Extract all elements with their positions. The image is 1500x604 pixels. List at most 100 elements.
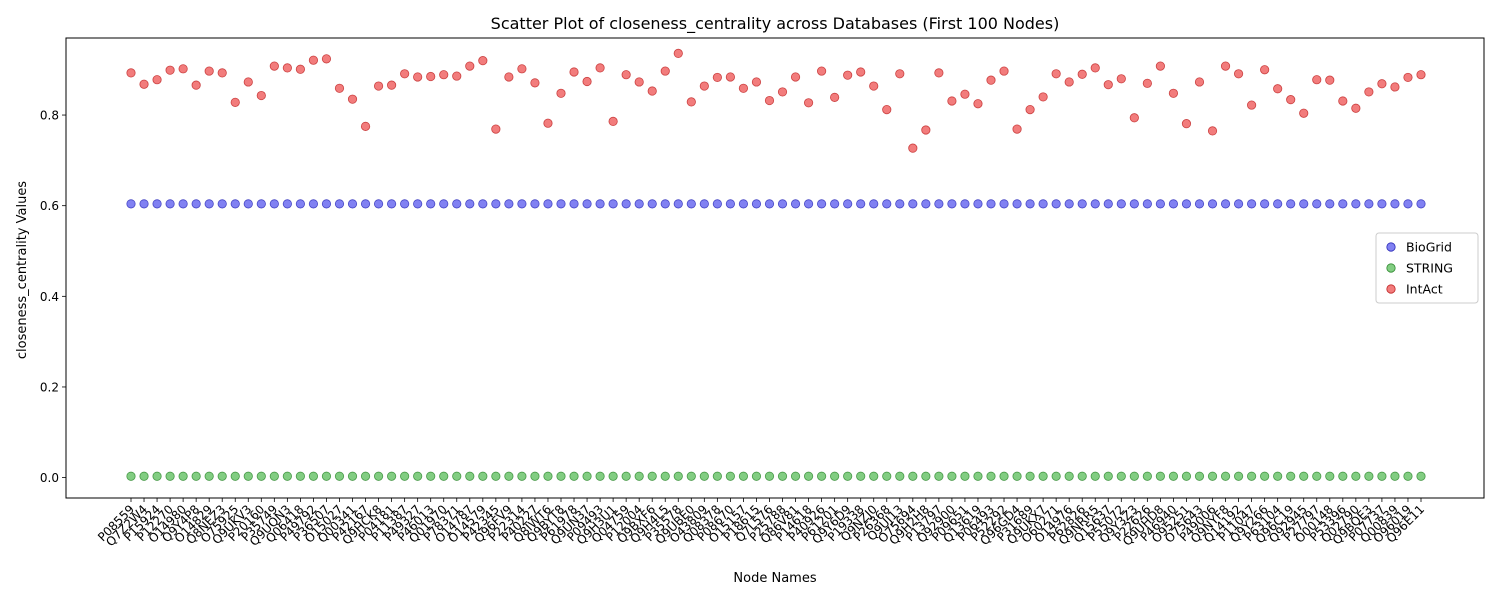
data-point-biogrid: [999, 199, 1009, 209]
data-point-biogrid: [790, 199, 801, 209]
data-point-intact: [478, 56, 488, 66]
data-point-biogrid: [738, 199, 749, 209]
data-point-biogrid: [777, 199, 788, 209]
data-point-biogrid: [543, 199, 553, 209]
data-point-intact: [1064, 77, 1074, 87]
data-point-intact: [1299, 108, 1309, 118]
data-point-biogrid: [387, 199, 397, 209]
data-point-intact: [647, 86, 657, 96]
data-point-intact: [491, 124, 501, 134]
data-point-string: [517, 471, 527, 481]
data-point-biogrid: [1025, 199, 1035, 209]
data-point-intact: [869, 81, 879, 91]
data-point-intact: [1338, 96, 1348, 106]
data-point-biogrid: [686, 199, 696, 209]
data-point-string: [126, 471, 136, 481]
y-tick-label: 0.8: [40, 109, 59, 123]
data-point-string: [1116, 471, 1126, 481]
legend-marker-intact: [1386, 284, 1396, 294]
data-point-string: [1142, 471, 1152, 481]
data-point-intact: [1351, 103, 1361, 113]
data-point-biogrid: [569, 199, 579, 209]
data-point-intact: [373, 81, 384, 91]
data-point-biogrid: [1273, 199, 1283, 209]
data-point-string: [282, 471, 292, 481]
data-point-intact: [960, 89, 970, 99]
data-point-intact: [817, 66, 827, 76]
data-point-biogrid: [1416, 199, 1426, 209]
legend-box: [1375, 232, 1479, 304]
data-point-biogrid: [517, 199, 527, 209]
data-point-string: [595, 471, 605, 481]
data-point-string: [973, 471, 983, 481]
data-point-intact: [543, 118, 553, 128]
data-point-intact: [1416, 70, 1426, 80]
data-point-biogrid: [1012, 199, 1022, 209]
data-point-string: [1364, 471, 1374, 481]
data-point-biogrid: [1338, 199, 1348, 209]
data-point-string: [634, 471, 644, 481]
data-point-string: [478, 471, 488, 481]
data-point-biogrid: [1286, 199, 1296, 209]
data-point-string: [1090, 471, 1100, 481]
data-point-biogrid: [1351, 199, 1361, 209]
data-point-string: [1051, 471, 1061, 481]
data-point-intact: [934, 68, 944, 78]
y-tick-label: 0.4: [40, 290, 59, 304]
data-point-intact: [1220, 61, 1231, 71]
data-point-string: [243, 471, 253, 481]
data-point-biogrid: [921, 199, 931, 209]
data-point-string: [986, 471, 996, 481]
data-point-string: [725, 471, 735, 481]
x-axis-label: Node Names: [733, 571, 816, 586]
data-point-string: [360, 471, 371, 481]
data-point-intact: [1168, 88, 1179, 98]
data-point-biogrid: [764, 199, 775, 209]
data-point-biogrid: [178, 199, 188, 209]
data-point-string: [465, 471, 475, 481]
data-point-biogrid: [1116, 199, 1126, 209]
data-point-string: [178, 471, 188, 481]
data-point-intact: [686, 97, 696, 107]
data-point-string: [1260, 471, 1270, 481]
data-point-intact: [530, 78, 540, 88]
data-point-string: [569, 471, 579, 481]
data-point-intact: [152, 75, 162, 85]
data-point-biogrid: [1233, 199, 1244, 209]
data-point-string: [1338, 471, 1348, 481]
data-point-biogrid: [321, 199, 332, 209]
data-point-biogrid: [882, 199, 892, 209]
data-point-string: [764, 471, 775, 481]
data-point-biogrid: [334, 199, 345, 209]
data-point-intact: [582, 76, 592, 87]
data-point-biogrid: [465, 199, 475, 209]
data-point-intact: [608, 116, 618, 126]
data-point-biogrid: [725, 199, 735, 209]
data-point-string: [1390, 471, 1400, 481]
data-point-string: [491, 471, 501, 481]
data-point-intact: [321, 54, 332, 64]
data-point-string: [308, 471, 319, 481]
data-point-intact: [139, 79, 149, 89]
data-point-intact: [452, 71, 462, 81]
data-point-intact: [621, 70, 631, 80]
data-point-string: [947, 471, 957, 481]
data-point-string: [621, 471, 631, 481]
data-point-biogrid: [426, 199, 436, 209]
data-point-string: [256, 471, 266, 481]
data-point-string: [960, 471, 970, 481]
data-point-string: [1312, 471, 1322, 481]
data-point-string: [882, 471, 892, 481]
data-point-string: [1377, 471, 1387, 481]
data-point-string: [777, 471, 788, 481]
data-point-string: [413, 471, 423, 481]
data-point-intact: [569, 67, 579, 77]
data-point-intact: [517, 64, 527, 74]
data-point-biogrid: [751, 199, 762, 209]
y-tick-label: 0.6: [40, 199, 59, 213]
data-point-intact: [777, 87, 788, 97]
data-point-biogrid: [1168, 199, 1179, 209]
data-point-biogrid: [165, 199, 175, 209]
data-point-biogrid: [1325, 199, 1335, 209]
data-point-biogrid: [712, 199, 722, 209]
